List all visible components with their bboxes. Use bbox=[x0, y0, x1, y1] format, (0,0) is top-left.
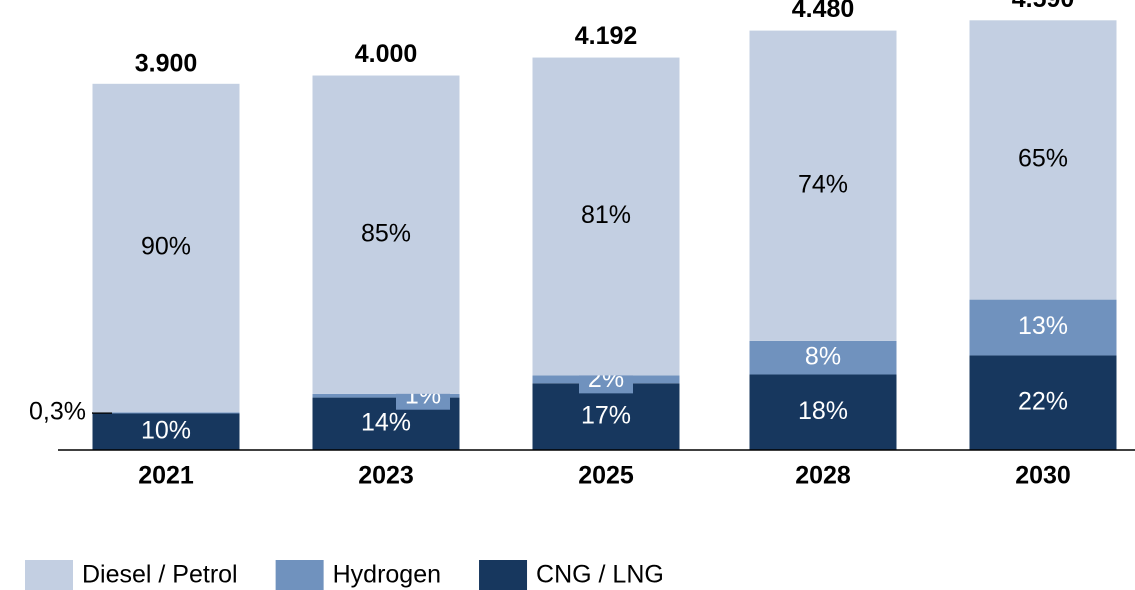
value-label: 81% bbox=[581, 201, 631, 229]
bar-segment bbox=[92, 413, 240, 450]
value-label: 85% bbox=[361, 219, 411, 247]
bar-segment bbox=[92, 412, 240, 414]
legend-label: Diesel / Petrol bbox=[82, 561, 238, 589]
legend-label: CNG / LNG bbox=[536, 561, 664, 589]
value-label: 0,3% bbox=[29, 398, 86, 426]
total-label: 3.900 bbox=[135, 50, 198, 78]
bar-segment bbox=[969, 299, 1117, 356]
x-tick-label: 2023 bbox=[358, 462, 414, 490]
legend-swatch bbox=[25, 560, 73, 590]
x-tick-label: 2025 bbox=[578, 462, 634, 490]
x-tick-label: 2021 bbox=[138, 462, 194, 490]
value-label: 10% bbox=[141, 416, 191, 444]
x-tick-label: 2030 bbox=[1015, 462, 1071, 490]
total-label: 4.000 bbox=[355, 40, 418, 68]
total-label: 4.590 bbox=[1012, 0, 1075, 13]
legend-swatch bbox=[479, 560, 528, 590]
value-label: 74% bbox=[798, 170, 848, 198]
value-label: 17% bbox=[581, 401, 631, 429]
bar-segment bbox=[749, 340, 897, 375]
value-label: 13% bbox=[1018, 312, 1068, 340]
value-label: 65% bbox=[1018, 145, 1068, 173]
bar-segment bbox=[749, 30, 897, 341]
bar-segment bbox=[749, 374, 897, 450]
bar-segment bbox=[969, 20, 1117, 300]
bar-segment bbox=[532, 57, 680, 376]
value-label: 90% bbox=[141, 233, 191, 261]
total-label: 4.192 bbox=[575, 22, 638, 50]
legend-label: Hydrogen bbox=[333, 561, 441, 589]
legend-swatch bbox=[275, 560, 324, 590]
bar-segment bbox=[312, 75, 460, 394]
bar-segment bbox=[92, 83, 240, 413]
bar-segment bbox=[532, 383, 680, 450]
value-label: 14% bbox=[361, 408, 411, 436]
bar-segment bbox=[969, 355, 1117, 450]
value-label: 22% bbox=[1018, 387, 1068, 415]
total-label: 4.480 bbox=[792, 0, 855, 23]
value-label: 8% bbox=[805, 342, 841, 370]
value-label: 18% bbox=[798, 397, 848, 425]
bar-segment bbox=[312, 393, 460, 398]
x-tick-label: 2028 bbox=[795, 462, 851, 490]
